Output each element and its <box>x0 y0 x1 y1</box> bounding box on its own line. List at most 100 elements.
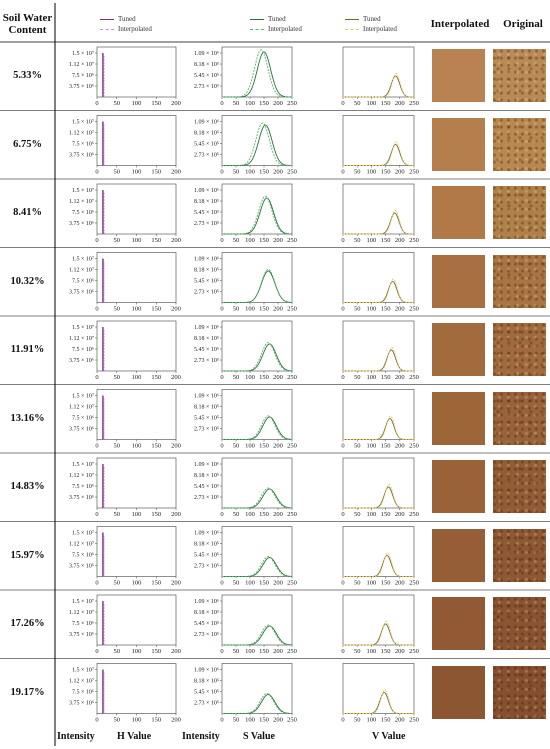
v-interpolated-curve <box>343 278 414 303</box>
v-tuned-curve <box>343 555 414 577</box>
h-x-tick-label: 50 <box>114 648 121 655</box>
v-x-tick-label: 0 <box>341 237 344 244</box>
s-y-tick-label: 5.45 × 10⁵ <box>194 621 219 627</box>
h-y-tick-label: 7.5 × 10⁶ <box>72 553 94 559</box>
h-y-tick-label: 3.75 × 10⁶ <box>69 701 94 707</box>
v-panel-frame <box>342 183 415 235</box>
v-x-tick-label: 100 <box>367 374 377 381</box>
h-y-tick-label: 3.75 × 10⁶ <box>69 221 94 227</box>
s-y-tick-label: 2.73 × 10⁵ <box>194 564 219 570</box>
soil-water-content-label: 15.97% <box>10 549 45 561</box>
h-x-tick-label: 200 <box>171 511 181 518</box>
s-tuned-curve <box>222 416 293 440</box>
s-panel-frame <box>221 320 293 372</box>
s-tuned-curve <box>222 625 293 646</box>
v-x-tick-label: 100 <box>367 306 377 313</box>
h-x-tick-label: 150 <box>151 169 161 176</box>
v-x-tick-label: 150 <box>381 237 391 244</box>
h-x-tick-label: 50 <box>114 169 121 176</box>
s-tuned-curve <box>222 197 293 235</box>
h-panel-frame <box>96 663 177 714</box>
h-x-tick-label: 150 <box>151 511 161 518</box>
v-x-tick-label: 0 <box>341 648 344 655</box>
s-interpolated-curve <box>222 122 292 166</box>
v-x-tick-label: 150 <box>381 648 391 655</box>
s-y-tick-label: 2.73 × 10⁵ <box>194 427 219 433</box>
h-y-tick-label: 7.5 × 10⁶ <box>72 484 94 490</box>
v-tuned-curve <box>343 281 414 303</box>
v-x-tick-label: 150 <box>381 169 391 176</box>
s-x-tick-label: 0 <box>220 580 223 587</box>
v-tuned-curve <box>343 486 414 509</box>
v-x-tick-label: 200 <box>395 511 405 518</box>
s-x-tick-label: 250 <box>287 237 297 244</box>
s-interpolated-curve <box>222 269 293 303</box>
v-x-tick-label: 250 <box>409 237 419 244</box>
interpolated-color-swatch <box>432 117 485 171</box>
header-interpolated: Interpolated <box>430 18 490 30</box>
v-x-tick-label: 200 <box>395 580 405 587</box>
v-x-tick-label: 150 <box>381 100 391 107</box>
h-y-tick-label: 1.5 × 10⁷ <box>72 188 94 194</box>
v-x-tick-label: 50 <box>354 511 361 518</box>
s-x-tick-label: 200 <box>273 374 283 381</box>
s-y-tick-label: 2.73 × 10⁵ <box>194 153 219 159</box>
h-x-tick-label: 200 <box>171 443 181 450</box>
v-interpolated-curve <box>343 484 414 509</box>
s-y-tick-label: 5.45 × 10⁵ <box>194 347 219 353</box>
h-x-tick-label: 150 <box>151 237 161 244</box>
footer-intensity-h: Intensity <box>57 731 95 742</box>
s-y-tick-label: 5.45 × 10⁵ <box>194 553 219 559</box>
s-tuned-curve <box>222 51 292 98</box>
h-x-tick-label: 100 <box>132 717 142 724</box>
v-x-tick-label: 200 <box>395 100 405 107</box>
s-x-tick-label: 0 <box>220 306 223 313</box>
s-x-tick-label: 250 <box>287 306 297 313</box>
v-interpolated-curve <box>343 552 414 577</box>
s-y-tick-label: 5.45 × 10⁵ <box>194 690 219 696</box>
v-x-tick-label: 0 <box>341 374 344 381</box>
s-x-tick-label: 50 <box>233 648 240 655</box>
s-y-tick-label: 1.09 × 10⁶ <box>194 188 219 194</box>
h-y-tick-label: 7.5 × 10⁶ <box>72 73 94 79</box>
s-x-tick-label: 200 <box>273 306 283 313</box>
s-x-tick-label: 150 <box>259 580 269 587</box>
h-x-tick-label: 0 <box>95 580 98 587</box>
v-x-tick-label: 100 <box>367 237 377 244</box>
v-panel-frame <box>342 663 415 714</box>
v-x-tick-label: 200 <box>395 169 405 176</box>
v-x-tick-label: 50 <box>354 580 361 587</box>
original-image-swatch <box>493 528 546 582</box>
h-x-tick-label: 0 <box>95 237 98 244</box>
v-x-tick-label: 100 <box>367 717 377 724</box>
h-x-tick-label: 50 <box>114 443 121 450</box>
h-panel-frame <box>96 183 177 235</box>
v-panel-frame <box>342 594 415 646</box>
h-y-tick-label: 1.5 × 10⁷ <box>72 599 94 605</box>
v-x-tick-label: 250 <box>409 169 419 176</box>
v-x-tick-label: 250 <box>409 306 419 313</box>
s-x-tick-label: 50 <box>233 374 240 381</box>
h-y-tick-label: 1.5 × 10⁷ <box>72 668 94 674</box>
s-interpolated-curve <box>222 415 293 440</box>
s-y-tick-label: 5.45 × 10⁵ <box>194 484 219 490</box>
h-x-tick-label: 150 <box>151 100 161 107</box>
s-tuned-curve <box>222 124 292 166</box>
s-x-tick-label: 200 <box>273 169 283 176</box>
legend-v-tuned: Tuned <box>345 15 397 23</box>
s-panel-frame <box>221 183 293 235</box>
original-image-swatch <box>493 597 546 650</box>
s-x-tick-label: 250 <box>287 717 297 724</box>
h-x-tick-label: 200 <box>171 306 181 313</box>
v-tuned-curve <box>343 692 414 714</box>
s-y-tick-label: 1.09 × 10⁶ <box>194 599 219 605</box>
h-x-tick-label: 100 <box>132 237 142 244</box>
v-panel-frame <box>342 115 415 166</box>
s-x-tick-label: 50 <box>233 717 240 724</box>
v-x-tick-label: 250 <box>409 717 419 724</box>
soil-water-content-label: 8.41% <box>13 207 42 218</box>
v-x-tick-label: 100 <box>367 169 377 176</box>
s-panel-frame <box>221 663 293 714</box>
soil-water-content-label: 5.33% <box>13 70 42 81</box>
s-x-tick-label: 150 <box>259 306 269 313</box>
